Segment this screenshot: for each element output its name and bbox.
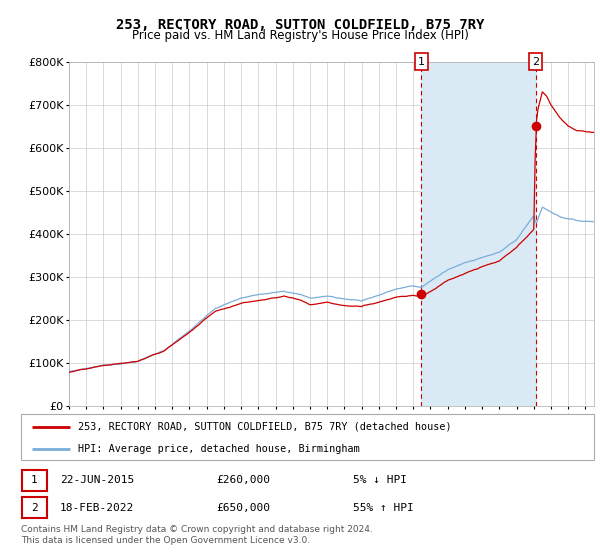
Text: £260,000: £260,000	[216, 475, 270, 485]
Text: 253, RECTORY ROAD, SUTTON COLDFIELD, B75 7RY (detached house): 253, RECTORY ROAD, SUTTON COLDFIELD, B75…	[79, 422, 452, 432]
Bar	[421, 62, 536, 406]
Text: 18-FEB-2022: 18-FEB-2022	[60, 503, 134, 512]
Text: 1: 1	[418, 57, 425, 67]
Text: 2: 2	[532, 57, 539, 67]
Text: 5% ↓ HPI: 5% ↓ HPI	[353, 475, 407, 485]
Text: 22-JUN-2015: 22-JUN-2015	[60, 475, 134, 485]
Text: 253, RECTORY ROAD, SUTTON COLDFIELD, B75 7RY: 253, RECTORY ROAD, SUTTON COLDFIELD, B75…	[116, 18, 484, 32]
Text: Contains HM Land Registry data © Crown copyright and database right 2024.
This d: Contains HM Land Registry data © Crown c…	[21, 525, 373, 545]
Text: £650,000: £650,000	[216, 503, 270, 512]
Text: 55% ↑ HPI: 55% ↑ HPI	[353, 503, 414, 512]
Text: 1: 1	[31, 475, 38, 485]
FancyBboxPatch shape	[22, 497, 47, 518]
FancyBboxPatch shape	[22, 470, 47, 491]
FancyBboxPatch shape	[21, 414, 594, 460]
Text: 2: 2	[31, 503, 38, 512]
Text: Price paid vs. HM Land Registry's House Price Index (HPI): Price paid vs. HM Land Registry's House …	[131, 29, 469, 42]
Text: HPI: Average price, detached house, Birmingham: HPI: Average price, detached house, Birm…	[79, 444, 360, 454]
